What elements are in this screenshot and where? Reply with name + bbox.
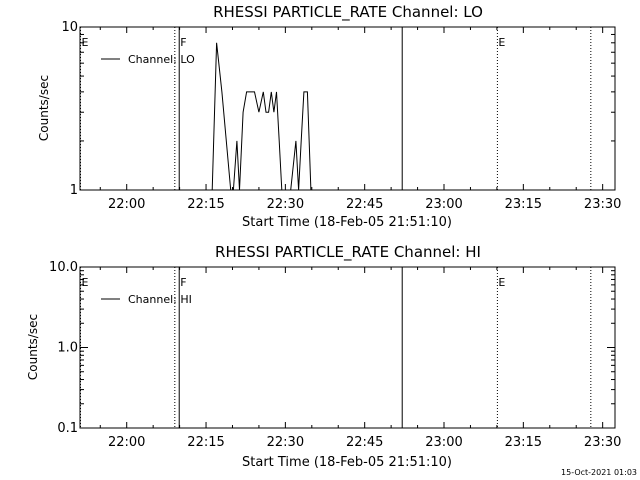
hi-event-marker-label: E — [82, 276, 89, 289]
hi-x-tick-label: 22:45 — [346, 435, 383, 450]
plot-timestamp: 15-Oct-2021 01:03 — [561, 468, 637, 477]
hi-chart-title: RHESSI PARTICLE_RATE Channel: HI — [215, 243, 481, 262]
hi-x-tick-label: 22:00 — [108, 435, 145, 450]
hi-event-marker-label: E — [498, 276, 505, 289]
hi-x-tick-label: 22:30 — [267, 435, 304, 450]
hi-plot-frame — [79, 266, 616, 429]
lo-x-tick-label: 23:15 — [505, 197, 542, 212]
lo-x-tick-label: 22:00 — [108, 197, 145, 212]
hi-x-axis-label: Start Time (18-Feb-05 21:51:10) — [242, 455, 452, 470]
hi-y-tick-label: 10.0 — [49, 260, 78, 275]
lo-event-marker-label: E — [82, 36, 89, 49]
hi-x-tick-label: 23:00 — [425, 435, 462, 450]
lo-plot-frame — [79, 26, 616, 191]
lo-y-tick-label: 1 — [70, 183, 78, 198]
lo-chart-title: RHESSI PARTICLE_RATE Channel: LO — [213, 3, 483, 22]
hi-event-marker-label: F — [180, 276, 186, 289]
lo-y-axis-label: Counts/sec — [37, 75, 51, 141]
hi-y-tick-label: 1.0 — [57, 341, 78, 356]
hi-y-axis-label: Counts/sec — [26, 314, 40, 380]
lo-x-tick-label: 23:00 — [425, 197, 462, 212]
lo-event-marker-label: E — [498, 36, 505, 49]
hi-channel-panel: RHESSI PARTICLE_RATE Channel: HI Counts/… — [26, 243, 621, 470]
lo-y-tick-label: 10 — [61, 20, 78, 35]
hi-x-tick-label: 23:15 — [505, 435, 542, 450]
lo-channel-panel: RHESSI PARTICLE_RATE Channel: LO Counts/… — [37, 3, 621, 230]
lo-x-tick-label: 22:45 — [346, 197, 383, 212]
lo-x-tick-label: 23:30 — [584, 197, 621, 212]
lo-x-axis-label: Start Time (18-Feb-05 21:51:10) — [242, 215, 452, 230]
lo-event-marker-label: F — [180, 36, 186, 49]
lo-x-tick-label: 22:30 — [267, 197, 304, 212]
hi-y-tick-label: 0.1 — [57, 421, 78, 436]
lo-legend-label: Channel: LO — [128, 53, 195, 66]
lo-x-tick-label: 22:15 — [187, 197, 224, 212]
hi-legend-label: Channel: HI — [128, 293, 192, 306]
hi-x-tick-label: 22:15 — [187, 435, 224, 450]
lo-series-line — [211, 42, 312, 191]
hi-x-tick-label: 23:30 — [584, 435, 621, 450]
